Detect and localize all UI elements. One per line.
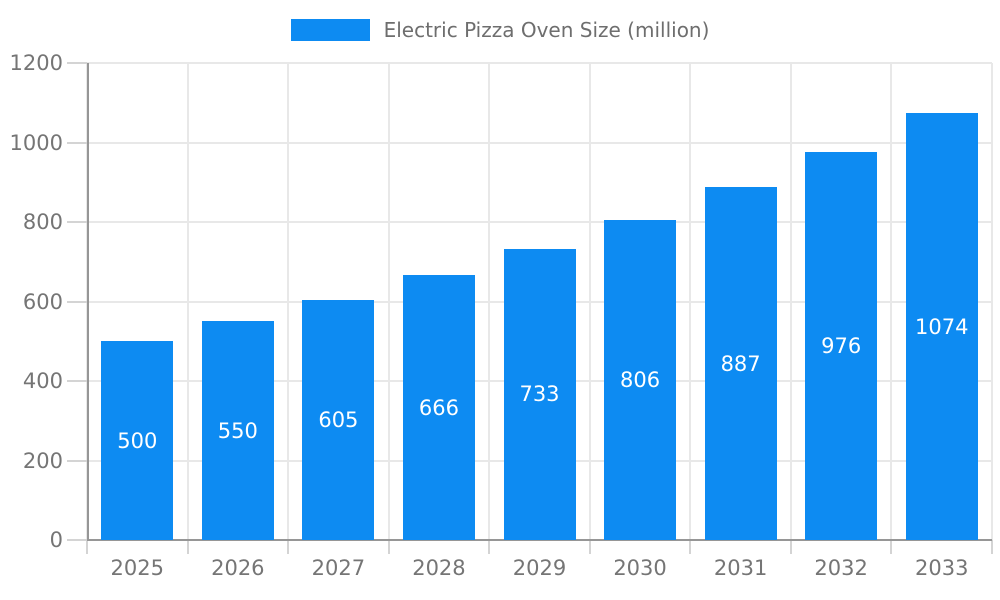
y-axis-tick-label: 1200	[9, 51, 63, 75]
x-axis-line	[87, 539, 992, 541]
legend-label: Electric Pizza Oven Size (million)	[383, 18, 710, 42]
gridline-vertical	[689, 63, 692, 540]
gridline-vertical	[890, 63, 893, 540]
gridline-vertical	[387, 63, 390, 540]
x-tick-mark	[588, 540, 591, 554]
bar-value-label: 733	[519, 382, 560, 407]
x-axis-tick-label: 2033	[914, 556, 969, 580]
y-axis-line	[87, 63, 89, 540]
gridline-horizontal	[87, 141, 992, 144]
y-axis-tick-label: 1000	[9, 130, 63, 155]
bar-2030: 806	[604, 219, 677, 540]
x-tick-mark	[287, 540, 290, 554]
x-axis-tick-label: 2026	[211, 556, 265, 580]
bar-value-label: 1074	[914, 314, 969, 339]
bar-2029: 733	[503, 248, 576, 540]
gridline-horizontal	[87, 221, 992, 223]
y-axis-tick-label: 600	[22, 289, 63, 314]
y-axis-tick-label: 400	[22, 369, 63, 393]
bar-value-label: 666	[418, 395, 459, 420]
y-tick-mark	[67, 141, 87, 144]
bar-value-label: 550	[217, 418, 258, 443]
x-axis-tick-label: 2027	[311, 556, 366, 580]
plot-area: 500 550 605 666 733 806 887 976 1074	[86, 62, 993, 541]
bar-2028: 666	[402, 275, 475, 540]
gridline-vertical	[488, 63, 491, 540]
bar-2026: 550	[201, 321, 274, 540]
bar-value-label: 500	[117, 428, 158, 453]
bar-2025: 500	[101, 341, 174, 540]
y-axis-tick-label: 200	[22, 448, 63, 473]
x-tick-mark	[186, 540, 189, 554]
x-tick-mark	[991, 540, 993, 554]
bar-2032: 976	[805, 152, 878, 540]
gridline-vertical	[991, 63, 993, 540]
bar-2033: 1074	[905, 113, 978, 540]
bar-value-label: 887	[720, 351, 761, 376]
x-tick-mark	[890, 540, 893, 554]
gridline-vertical	[186, 63, 189, 540]
x-tick-mark	[789, 540, 792, 554]
x-axis-tick-label: 2032	[814, 556, 868, 580]
x-axis-tick-label: 2028	[412, 556, 466, 580]
x-axis-tick-label: 2031	[713, 556, 768, 580]
gridline-horizontal	[87, 62, 992, 64]
y-tick-mark	[67, 459, 87, 462]
x-axis-tick-label: 2029	[512, 556, 567, 580]
gridline-vertical	[588, 63, 591, 540]
y-tick-mark	[67, 300, 87, 303]
bar-value-label: 806	[620, 367, 661, 392]
y-tick-mark	[67, 380, 87, 382]
bar-2027: 605	[302, 299, 375, 540]
bar-2031: 887	[704, 187, 777, 540]
x-axis-tick-label: 2025	[110, 556, 164, 580]
x-tick-mark	[488, 540, 491, 554]
y-tick-mark	[67, 221, 87, 223]
legend-swatch	[290, 19, 370, 41]
x-tick-mark	[387, 540, 390, 554]
x-tick-mark	[689, 540, 692, 554]
gridline-vertical	[789, 63, 792, 540]
y-axis-tick-label: 800	[22, 210, 63, 234]
x-axis-tick-label: 2030	[613, 556, 667, 580]
bar-value-label: 976	[821, 334, 862, 358]
y-tick-mark	[67, 62, 87, 64]
y-axis-tick-label: 0	[49, 528, 63, 552]
bar-value-label: 605	[318, 407, 359, 432]
gridline-vertical	[287, 63, 290, 540]
chart-legend[interactable]: Electric Pizza Oven Size (million)	[0, 18, 1000, 42]
y-tick-mark	[67, 539, 87, 541]
x-tick-mark	[86, 540, 88, 554]
